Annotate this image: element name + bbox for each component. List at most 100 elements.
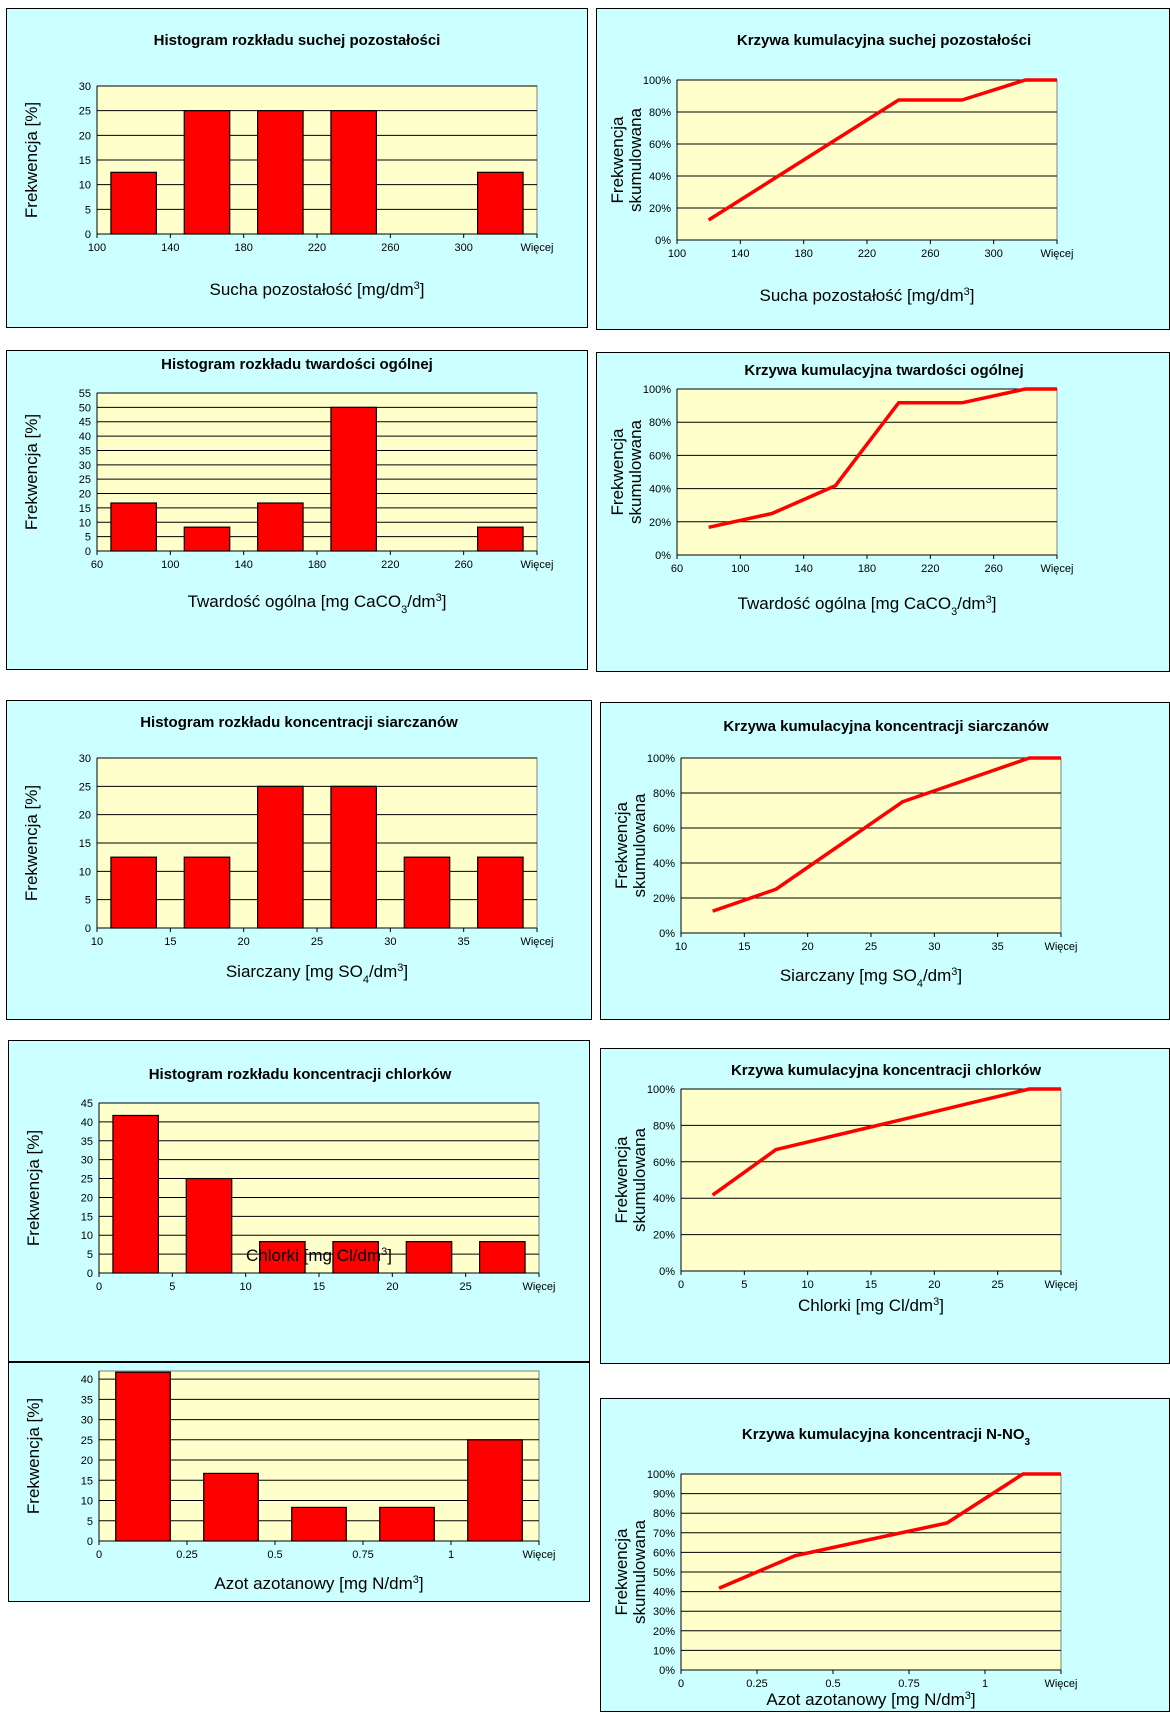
y-tick-label: 35 [81,1136,93,1148]
y-axis-label: skumulowana [630,1519,649,1623]
x-tick-label: 0 [678,1678,684,1690]
y-tick-label: 0 [85,229,91,241]
plot-area [677,80,1057,240]
y-tick-label: 30 [79,753,91,765]
x-tick-label: 140 [234,559,252,571]
bar [258,111,303,234]
y-tick-label: 25 [81,1435,93,1447]
chart-title: Krzywa kumulacyjna twardości ogólnej [744,362,1023,379]
y-tick-label: 25 [79,781,91,793]
bar [258,786,303,928]
chart-panel-c3: Krzywa kumulacyjna koncentracji siarczan… [600,702,1170,1020]
bar [406,1242,451,1273]
x-tick-label: 20 [238,936,250,948]
x-axis-label: Sucha pozostałość [mg/dm3] [760,286,975,305]
y-tick-label: 0% [655,235,671,247]
y-tick-label: 5 [85,532,91,544]
x-tick-label: 260 [454,559,472,571]
y-tick-label: 20 [79,489,91,501]
y-tick-label: 25 [81,1174,93,1186]
bar [468,1440,523,1541]
bar [480,1242,525,1273]
x-tick-label: 5 [169,1281,175,1293]
y-tick-label: 0 [85,546,91,558]
x-tick-label: 100 [161,559,179,571]
x-tick-label: 15 [865,1279,877,1291]
chart-h4: Histogram rozkładu koncentracji chlorków… [9,1041,591,1363]
y-tick-label: 30% [653,1606,675,1618]
x-tick-label: 0.75 [352,1549,373,1561]
x-tick-label: 15 [738,941,750,953]
y-tick-label: 40 [81,1374,93,1386]
x-tick-label: 20 [386,1281,398,1293]
y-tick-label: 0% [655,550,671,562]
y-tick-label: 5 [87,1516,93,1528]
x-tick-label: 20 [928,1279,940,1291]
y-tick-label: 40% [649,171,671,183]
bar [478,857,523,928]
y-tick-label: 15 [81,1211,93,1223]
y-tick-label: 20 [79,810,91,822]
y-tick-label: 80% [649,107,671,119]
bar [111,503,156,551]
y-tick-label: 100% [643,75,671,87]
y-tick-label: 5 [85,204,91,216]
x-tick-label: 10 [240,1281,252,1293]
x-tick-label: 300 [984,248,1002,260]
x-tick-label: 260 [381,242,399,254]
y-tick-label: 100% [647,1469,675,1481]
y-tick-label: 40 [81,1117,93,1129]
y-tick-label: 20% [653,1626,675,1638]
x-tick-label: 140 [731,248,749,260]
x-tick-label: 35 [458,936,470,948]
x-axis-label: Azot azotanowy [mg N/dm3] [766,1690,975,1709]
bar [111,172,156,234]
chart-title: Histogram rozkładu koncentracji siarczan… [140,714,458,731]
y-tick-label: 60% [653,823,675,835]
x-tick-label: 260 [921,248,939,260]
x-tick-label: 1 [982,1678,988,1690]
y-tick-label: 50% [653,1567,675,1579]
y-axis-label: Frekwencja [612,1136,631,1223]
x-tick-label: Więcej [1040,248,1073,260]
x-axis-label: Twardość ogólna [mg CaCO3/dm3] [188,592,447,616]
chart-panel-h3: Histogram rozkładu koncentracji siarczan… [6,700,592,1020]
x-tick-label: Więcej [522,1281,555,1293]
x-tick-label: 0.5 [825,1678,840,1690]
x-tick-label: 180 [794,248,812,260]
x-tick-label: Więcej [1044,1678,1077,1690]
x-tick-label: 260 [984,563,1002,575]
plot-area [681,758,1061,933]
x-tick-label: 30 [384,936,396,948]
y-axis-label: skumulowana [626,419,645,523]
x-axis-label: Siarczany [mg SO4/dm3] [226,962,408,986]
y-tick-label: 30 [81,1415,93,1427]
x-axis-label: Azot azotanowy [mg N/dm3] [214,1574,423,1593]
y-tick-label: 40% [649,484,671,496]
y-tick-label: 70% [653,1528,675,1540]
x-tick-label: 0.25 [746,1678,767,1690]
chart-title: Histogram rozkładu koncentracji chlorków [149,1066,452,1083]
x-tick-label: Więcej [520,242,553,254]
y-tick-label: 55 [79,388,91,400]
chart-panel-c4: Krzywa kumulacyjna koncentracji chlorków… [600,1048,1170,1364]
y-tick-label: 100% [647,753,675,765]
bar [204,1473,259,1541]
y-tick-label: 15 [79,155,91,167]
y-tick-label: 0% [659,1665,675,1677]
bar [404,857,449,928]
x-tick-label: 25 [992,1279,1004,1291]
x-tick-label: 300 [454,242,472,254]
x-tick-label: 15 [164,936,176,948]
y-axis-label: Frekwencja [%] [22,414,41,530]
x-axis-label: Sucha pozostałość [mg/dm3] [210,280,425,299]
y-tick-label: 20% [653,1230,675,1242]
x-tick-label: 100 [731,563,749,575]
x-tick-label: 10 [91,936,103,948]
x-tick-label: 220 [308,242,326,254]
y-tick-label: 80% [653,1120,675,1132]
